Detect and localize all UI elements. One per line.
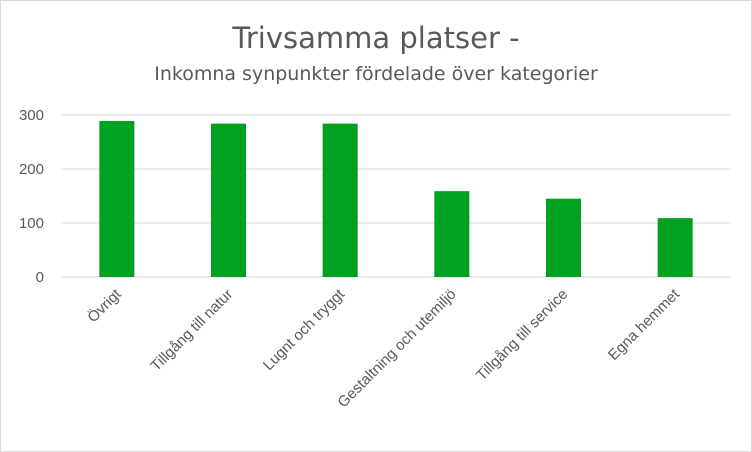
y-tick-label: 0 <box>36 269 44 286</box>
bar <box>657 218 693 277</box>
chart-subtitle: Inkomna synpunkter fördelade över katego… <box>154 63 598 85</box>
x-tick-label: Tillgång till natur <box>147 286 236 375</box>
x-tick-label: Gestaltning och utemiljö <box>334 286 459 411</box>
bar <box>546 198 581 277</box>
x-tick-label: Egna hemmet <box>605 285 684 364</box>
x-tick-label: Lugnt och tryggt <box>260 285 349 374</box>
y-tick-label: 300 <box>19 107 44 124</box>
y-tick-label: 100 <box>19 215 44 232</box>
bar <box>211 123 246 277</box>
y-tick-label: 200 <box>19 161 44 178</box>
bar <box>99 120 135 277</box>
bar <box>322 123 358 277</box>
chart-title: Trivsamma platser - <box>232 21 520 55</box>
x-tick-label: Övrigt <box>84 285 126 327</box>
x-tick-label: Tillgång till service <box>473 286 571 384</box>
bar <box>434 191 470 277</box>
